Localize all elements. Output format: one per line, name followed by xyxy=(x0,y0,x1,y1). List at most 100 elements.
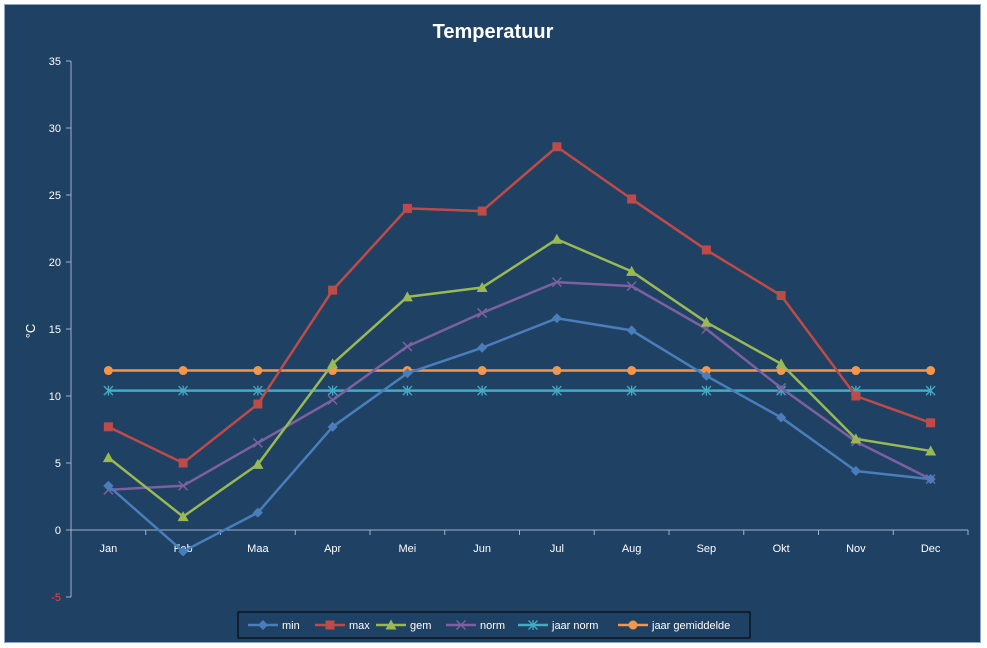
y-tick-label: 20 xyxy=(49,257,61,269)
legend-marker xyxy=(528,620,538,630)
chart-title: Temperatuur xyxy=(433,21,554,43)
series-gem xyxy=(102,233,937,522)
x-tick-label: Mei xyxy=(399,543,417,555)
legend-marker xyxy=(455,619,467,631)
data-point-gem xyxy=(177,511,189,522)
series-line-gem xyxy=(107,237,931,518)
legend: min max gem norm jaar norm jaar gemiddelde xyxy=(237,611,751,639)
data-point-jaar-norm xyxy=(701,385,712,396)
y-tick-label: 35 xyxy=(49,56,61,68)
data-point-norm xyxy=(402,341,413,352)
data-point-gem xyxy=(252,458,264,469)
legend-label: norm xyxy=(480,620,505,632)
data-point-min xyxy=(626,325,637,336)
x-tick-label: Jan xyxy=(100,543,118,555)
axes: -505101520253035JanFebMaaAprMeiJunJulAug… xyxy=(49,56,969,604)
data-point-jaar-norm xyxy=(626,385,637,396)
series-max xyxy=(103,142,936,468)
data-point-min xyxy=(925,474,936,485)
y-tick-label: 10 xyxy=(49,391,61,403)
data-point-jaar-norm xyxy=(178,385,189,396)
series-line-norm xyxy=(108,280,932,492)
series-norm xyxy=(103,277,936,495)
legend-label: gem xyxy=(410,620,431,632)
data-point-max xyxy=(477,206,487,216)
data-point-min xyxy=(178,546,189,557)
data-point-gem xyxy=(551,233,563,244)
legend-entry-max: max xyxy=(315,620,370,632)
series-jaar-gemiddelde xyxy=(103,366,936,376)
y-tick-label: 5 xyxy=(55,458,61,470)
y-tick-label: -5 xyxy=(51,592,61,604)
x-tick-label: Nov xyxy=(846,543,866,555)
legend-entry-gem: gem xyxy=(376,619,431,632)
data-point-jaar-gemiddelde xyxy=(178,366,188,376)
data-point-max xyxy=(627,194,637,204)
data-point-norm xyxy=(776,382,787,393)
data-point-jaar-norm xyxy=(327,385,338,396)
legend-label: max xyxy=(349,620,370,632)
data-point-min xyxy=(776,412,787,423)
legend-label: jaar norm xyxy=(551,620,598,632)
data-point-jaar-gemiddelde xyxy=(103,366,113,376)
data-point-max xyxy=(328,285,338,295)
data-point-jaar-gemiddelde xyxy=(627,366,637,376)
temperature-chart: Temperatuur °C -505101520253035JanFebMaa… xyxy=(23,21,969,639)
data-point-gem xyxy=(775,358,787,369)
data-point-min xyxy=(701,370,712,381)
data-point-min xyxy=(103,480,114,491)
x-tick-label: Jul xyxy=(550,543,564,555)
y-tick-label: 25 xyxy=(49,190,61,202)
legend-label: min xyxy=(282,620,300,632)
x-tick-label: Okt xyxy=(773,543,790,555)
data-point-jaar-norm xyxy=(402,385,413,396)
data-point-norm xyxy=(626,281,637,292)
data-point-jaar-gemiddelde xyxy=(253,366,263,376)
data-point-norm xyxy=(327,394,338,406)
y-tick-label: 30 xyxy=(49,123,61,135)
legend-box xyxy=(237,611,751,639)
data-point-gem xyxy=(102,452,114,463)
y-axis-label: °C xyxy=(23,324,38,339)
data-point-jaar-norm xyxy=(925,385,936,396)
data-point-jaar-gemiddelde xyxy=(926,366,936,376)
data-point-max xyxy=(178,458,188,468)
series-line-min xyxy=(107,317,931,553)
data-point-max xyxy=(851,391,861,401)
data-point-gem xyxy=(401,291,413,302)
data-point-gem xyxy=(700,316,712,327)
data-point-min xyxy=(402,368,413,379)
data-point-min xyxy=(327,421,338,432)
legend-marker xyxy=(628,620,638,630)
data-point-jaar-gemiddelde xyxy=(701,366,711,376)
chart-frame: Temperatuur °C -505101520253035JanFebMaa… xyxy=(4,4,981,643)
data-point-min xyxy=(477,342,488,353)
data-point-min xyxy=(551,313,562,324)
legend-entry-min: min xyxy=(248,620,300,632)
series-min xyxy=(103,313,936,557)
y-tick-label: 0 xyxy=(55,525,61,537)
data-point-jaar-norm xyxy=(477,385,488,396)
data-point-max xyxy=(402,203,412,213)
data-point-max xyxy=(701,245,711,255)
data-point-gem xyxy=(476,281,488,292)
data-point-gem xyxy=(925,445,937,456)
data-point-max xyxy=(776,291,786,300)
legend-label: jaar gemiddelde xyxy=(651,620,730,632)
data-point-max xyxy=(926,418,936,428)
data-point-min xyxy=(850,466,861,477)
y-tick-label: 15 xyxy=(49,324,61,336)
x-tick-label: Maa xyxy=(247,543,269,555)
series-jaar-norm xyxy=(103,385,936,396)
legend-marker xyxy=(325,620,335,630)
data-point-jaar-gemiddelde xyxy=(477,366,487,376)
x-tick-label: Sep xyxy=(697,543,717,555)
data-point-max xyxy=(103,422,113,432)
data-point-jaar-norm xyxy=(103,385,114,396)
x-tick-label: Jun xyxy=(473,543,491,555)
x-tick-label: Dec xyxy=(921,543,941,555)
data-point-max xyxy=(253,399,263,409)
data-point-norm xyxy=(551,277,562,288)
data-point-jaar-gemiddelde xyxy=(552,366,562,376)
series-line-max xyxy=(107,145,932,465)
